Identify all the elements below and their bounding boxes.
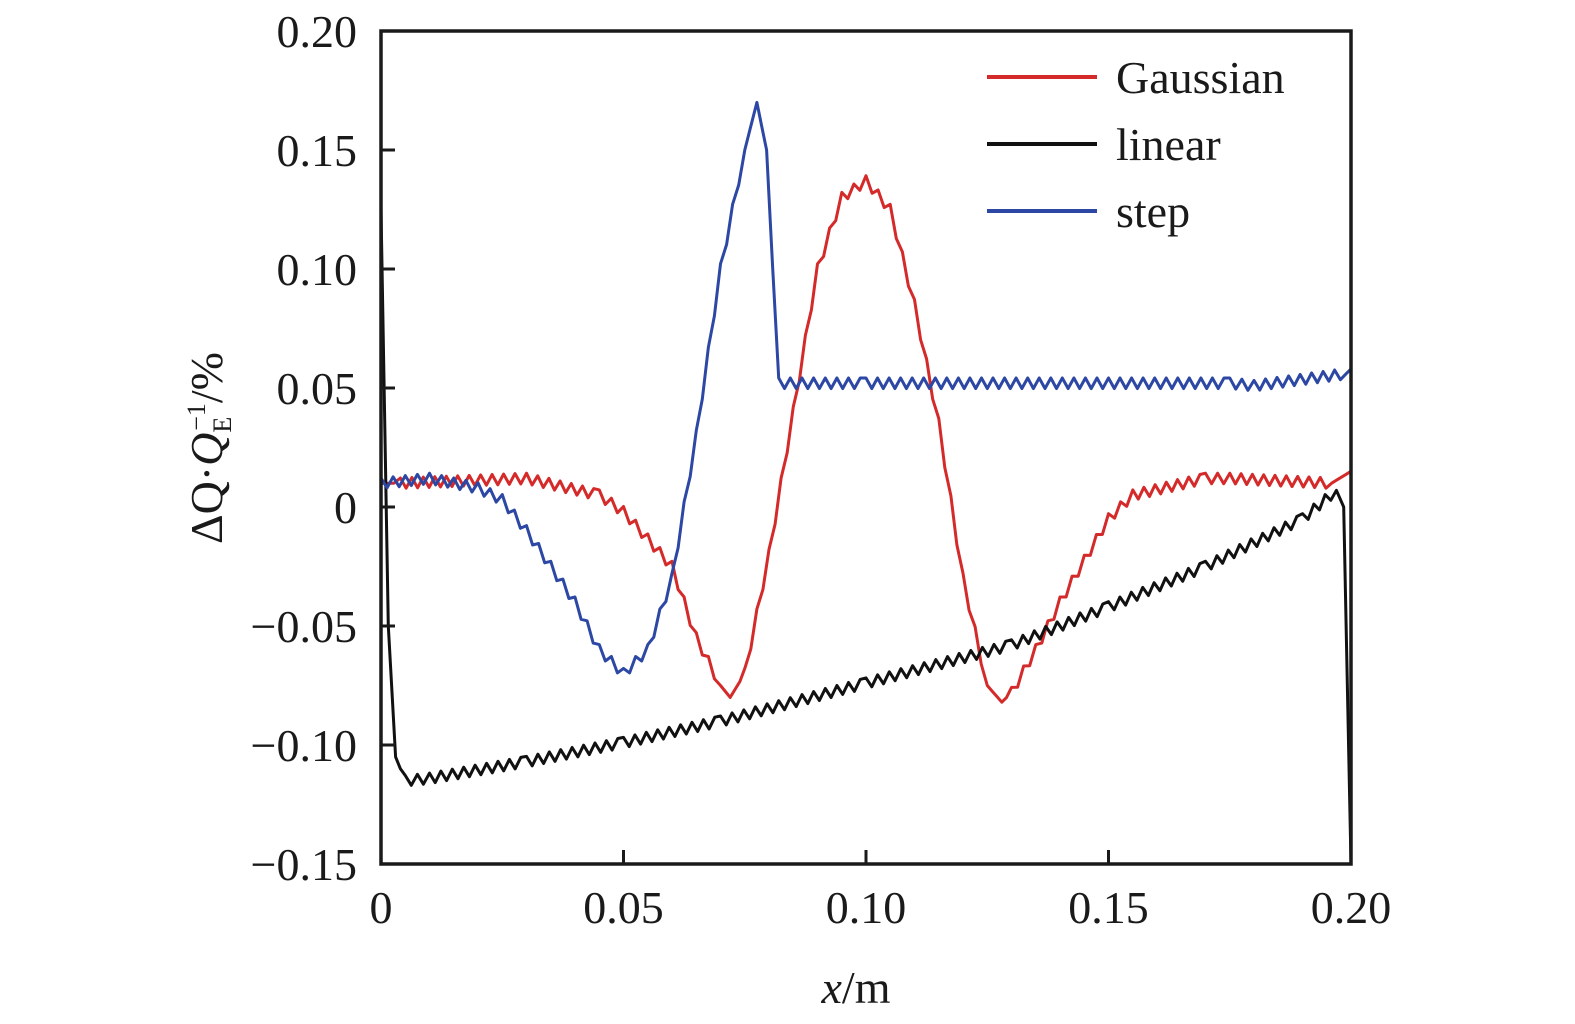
y-tick-label: 0 (334, 482, 357, 533)
y-axis-unit: /% (181, 352, 232, 403)
y-axis-delta: ΔQ (181, 481, 232, 544)
x-axis-ticks: 0 0.05 0.10 0.15 0.20 (370, 850, 1392, 933)
series-layer (379, 100, 1353, 865)
series-line-linear (379, 209, 1353, 865)
y-tick-label: 0.15 (277, 125, 358, 176)
x-tick-label: 0.10 (826, 882, 907, 933)
y-axis-title: ΔQ·QE−1/% (181, 352, 237, 544)
x-tick-label: 0.20 (1311, 882, 1392, 933)
y-tick-label: 0.20 (277, 6, 358, 57)
y-tick-label: −0.15 (251, 839, 357, 890)
x-tick-label: 0.05 (583, 882, 664, 933)
x-tick-label: 0.15 (1068, 882, 1149, 933)
legend-label-gaussian: Gaussian (1116, 52, 1285, 103)
legend-label-step: step (1116, 186, 1190, 237)
series-line-step (379, 100, 1353, 675)
x-axis-unit: /m (842, 962, 891, 1013)
x-axis-variable: x (821, 962, 843, 1013)
y-axis-subscript: E (208, 417, 237, 433)
legend: Gaussian linear step (987, 52, 1285, 237)
y-axis-ticks: −0.15 −0.10 −0.05 0 0.05 0.10 0.15 0.20 (251, 6, 395, 890)
legend-label-linear: linear (1116, 119, 1221, 170)
x-tick-label: 0 (370, 882, 393, 933)
y-tick-label: −0.10 (251, 720, 357, 771)
x-axis-title: x/m (821, 962, 891, 1013)
y-axis-q: Q (181, 433, 232, 466)
y-tick-label: 0.05 (277, 363, 358, 414)
y-tick-label: 0.10 (277, 244, 358, 295)
y-tick-label: −0.05 (251, 601, 357, 652)
y-axis-dot: · (181, 466, 232, 481)
y-axis-superscript: −1 (182, 403, 211, 431)
series-line-gaussian (381, 174, 1352, 704)
